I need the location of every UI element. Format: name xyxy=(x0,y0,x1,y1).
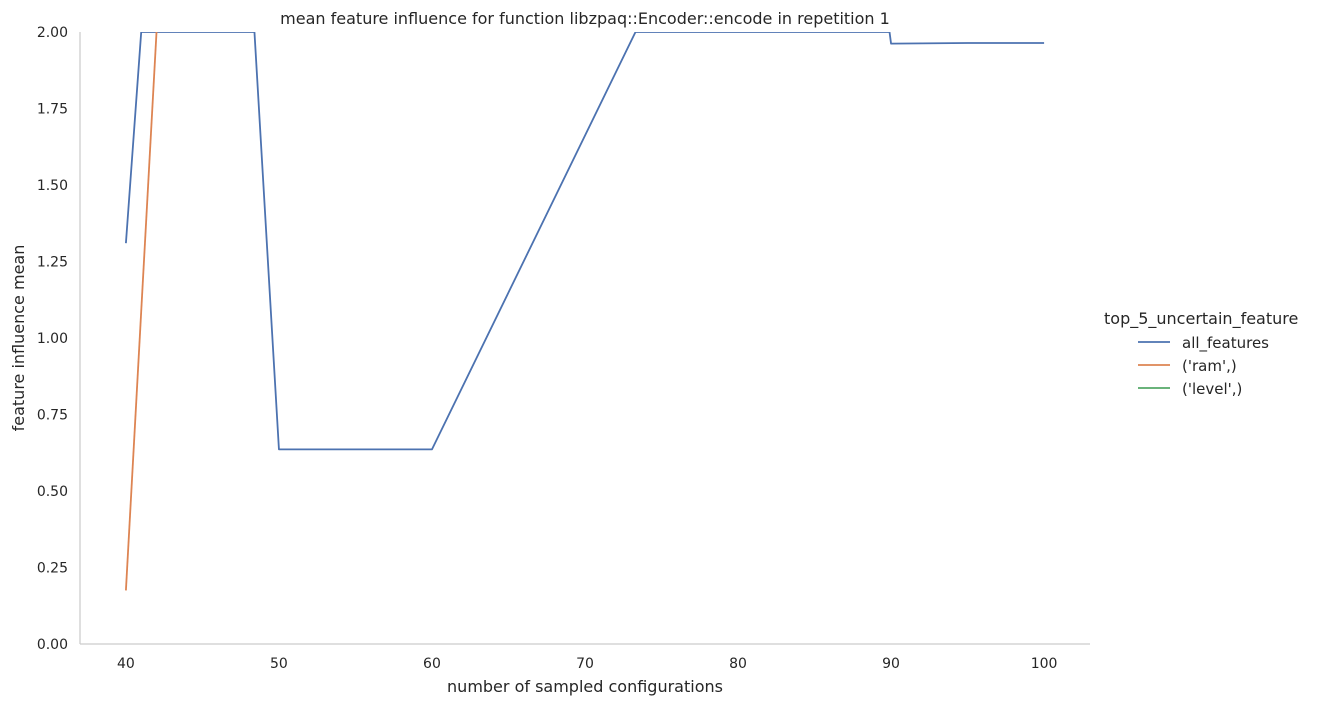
y-tick-label: 0.50 xyxy=(37,484,68,500)
x-tick-label: 70 xyxy=(576,656,594,672)
x-tick-label: 40 xyxy=(117,656,135,672)
y-tick-label: 1.75 xyxy=(37,102,68,118)
y-tick-label: 1.25 xyxy=(37,255,68,271)
y-tick-label: 2.00 xyxy=(37,25,68,41)
x-axis-label: number of sampled configurations xyxy=(447,677,723,696)
x-tick-label: 80 xyxy=(729,656,747,672)
plot-area xyxy=(125,32,1045,591)
y-tick-label: 1.00 xyxy=(37,331,68,347)
series-lines xyxy=(125,32,1045,591)
x-axis-ticks: 40 50 60 70 80 90 100 xyxy=(117,656,1057,672)
chart-title: mean feature influence for function libz… xyxy=(280,9,890,28)
legend: top_5_uncertain_feature all_features ('ra… xyxy=(1104,309,1298,398)
y-tick-label: 0.25 xyxy=(37,561,68,577)
series-line-0 xyxy=(125,32,1045,451)
legend-label: ('level',) xyxy=(1182,380,1242,398)
legend-label: ('ram',) xyxy=(1182,357,1237,375)
legend-label: all_features xyxy=(1182,334,1269,353)
y-tick-label: 1.50 xyxy=(37,178,68,194)
x-tick-label: 50 xyxy=(270,656,288,672)
series-line-1 xyxy=(125,32,158,591)
y-axis-ticks: 0.00 0.25 0.50 0.75 1.00 1.25 1.50 1.75 2.00 xyxy=(37,25,68,653)
x-tick-label: 100 xyxy=(1031,656,1058,672)
y-tick-label: 0.00 xyxy=(37,637,68,653)
y-tick-label: 0.75 xyxy=(37,408,68,424)
x-tick-label: 60 xyxy=(423,656,441,672)
legend-items: all_features ('ram',) ('level',) xyxy=(1138,334,1269,398)
x-tick-label: 90 xyxy=(882,656,900,672)
y-axis-label: feature influence mean xyxy=(9,245,28,432)
legend-title: top_5_uncertain_feature xyxy=(1104,309,1298,329)
